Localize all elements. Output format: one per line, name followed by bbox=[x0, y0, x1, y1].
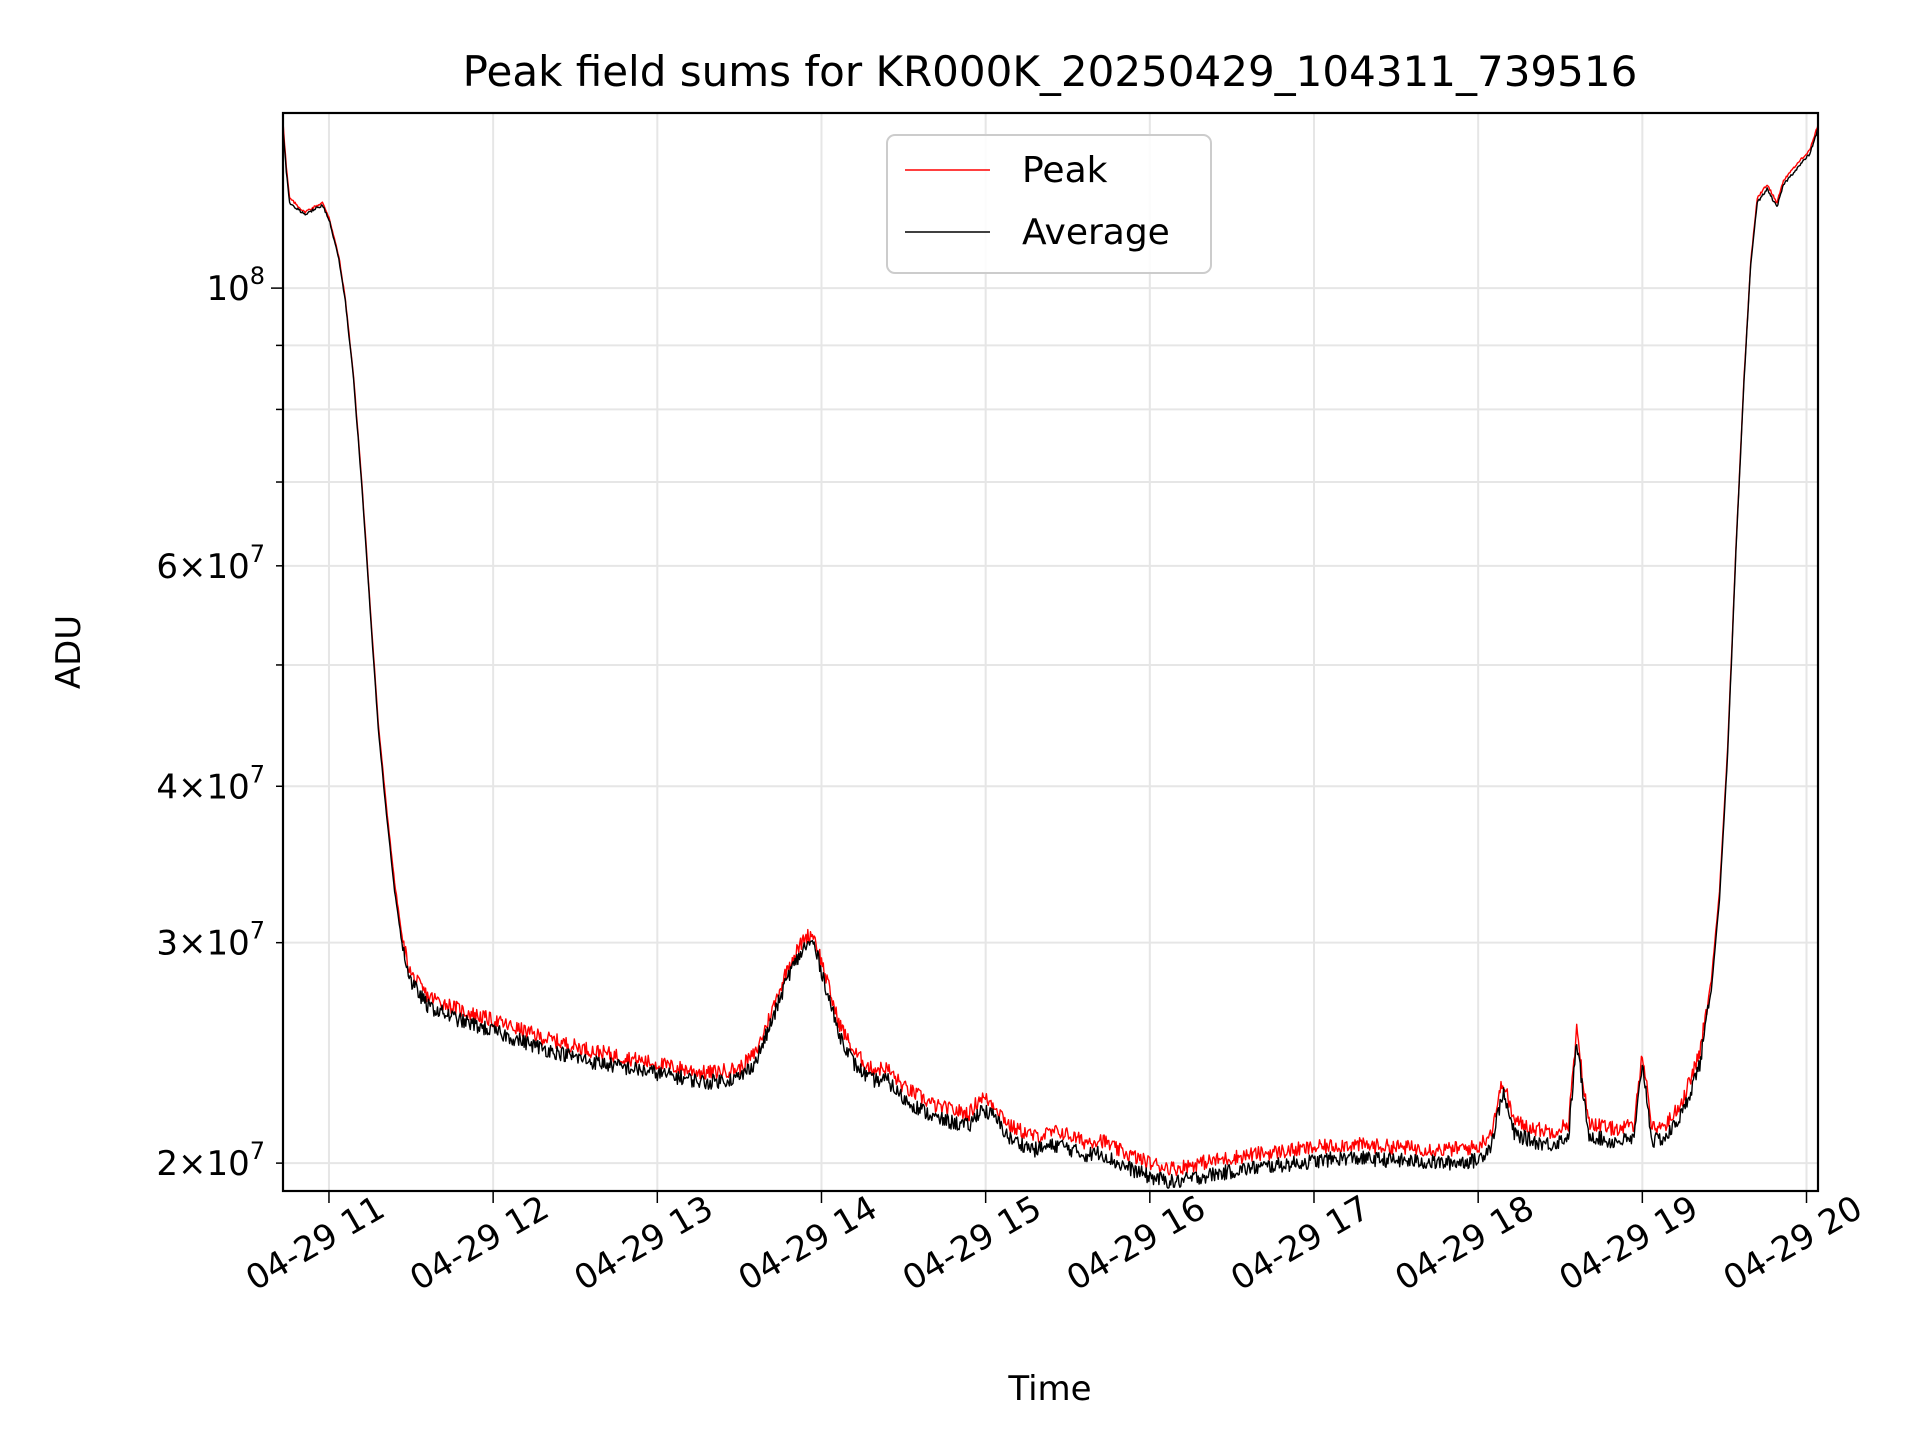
chart-title: Peak field sums for KR000K_20250429_1043… bbox=[463, 47, 1638, 96]
y-axis: 108 2×107 3×107 4×107 6×107 bbox=[156, 262, 283, 1184]
axes-frame bbox=[281, 111, 1820, 1193]
y-tick-label: 108 bbox=[206, 262, 265, 309]
x-axis-label: Time bbox=[1007, 1369, 1091, 1409]
grid-lines bbox=[283, 113, 1818, 1191]
y-tick-label: 6×107 bbox=[156, 540, 265, 587]
series-line-average bbox=[283, 128, 1818, 1189]
plot-area bbox=[283, 121, 1818, 1189]
y-tick-label: 3×107 bbox=[156, 917, 265, 964]
legend-label-average: Average bbox=[1022, 212, 1170, 253]
y-tick-label: 4×107 bbox=[156, 760, 265, 807]
legend-label-peak: Peak bbox=[1022, 150, 1108, 191]
y-tick-label: 2×107 bbox=[156, 1137, 265, 1184]
y-axis-label: ADU bbox=[49, 615, 89, 689]
legend: Peak Average bbox=[886, 134, 1212, 274]
series-line-peak bbox=[283, 121, 1818, 1177]
